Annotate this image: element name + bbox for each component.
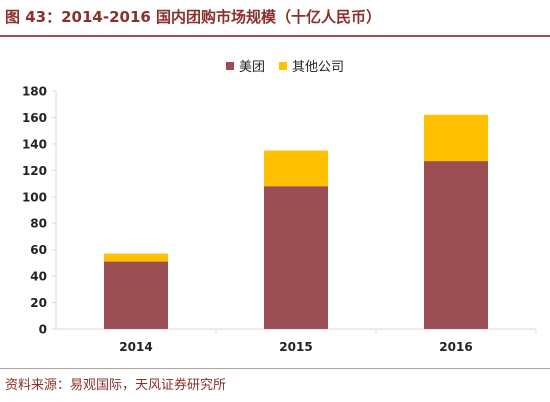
y-tick-label: 60 bbox=[30, 243, 47, 257]
legend-label-others: 其他公司 bbox=[292, 60, 345, 75]
chart-legend: 美团 其他公司 bbox=[226, 56, 344, 75]
y-tick-label: 40 bbox=[30, 270, 47, 284]
legend-swatch-meituan bbox=[226, 61, 234, 70]
x-tick-label: 2016 bbox=[439, 340, 472, 354]
source-note: 资料来源：易观国际，天风证券研究所 bbox=[5, 378, 227, 393]
bar-others-2016 bbox=[424, 114, 488, 162]
bar-meituan-2015 bbox=[264, 186, 328, 329]
y-tick-label: 140 bbox=[22, 137, 47, 151]
y-tick-label: 80 bbox=[30, 217, 47, 231]
chart-title: 图 43：2014-2016 国内团购市场规模（十亿人民币） bbox=[5, 8, 382, 26]
stacked-bar-chart: 0 20 40 60 80 100 120 140 160 180 2014 2015 2016 bbox=[22, 85, 537, 354]
x-tick-label: 2015 bbox=[279, 340, 312, 354]
legend-swatch-others bbox=[279, 61, 288, 70]
y-tick-label: 20 bbox=[30, 296, 47, 310]
bar-meituan-2014 bbox=[104, 261, 168, 329]
source-divider bbox=[0, 368, 550, 369]
y-tick-label: 120 bbox=[22, 164, 47, 178]
legend-label-meituan: 美团 bbox=[239, 60, 266, 75]
y-tick-label: 100 bbox=[22, 190, 47, 204]
legend-item-meituan: 美团 bbox=[226, 56, 265, 75]
y-tick-label: 180 bbox=[22, 85, 47, 99]
bar-meituan-2016 bbox=[424, 161, 488, 329]
y-tick-label: 160 bbox=[22, 111, 47, 125]
x-tick-label: 2014 bbox=[119, 340, 152, 354]
title-divider bbox=[0, 35, 550, 37]
legend-item-others: 其他公司 bbox=[279, 56, 344, 75]
bar-others-2014 bbox=[104, 253, 168, 262]
y-tick-label: 0 bbox=[39, 323, 47, 337]
bar-others-2015 bbox=[264, 150, 328, 187]
